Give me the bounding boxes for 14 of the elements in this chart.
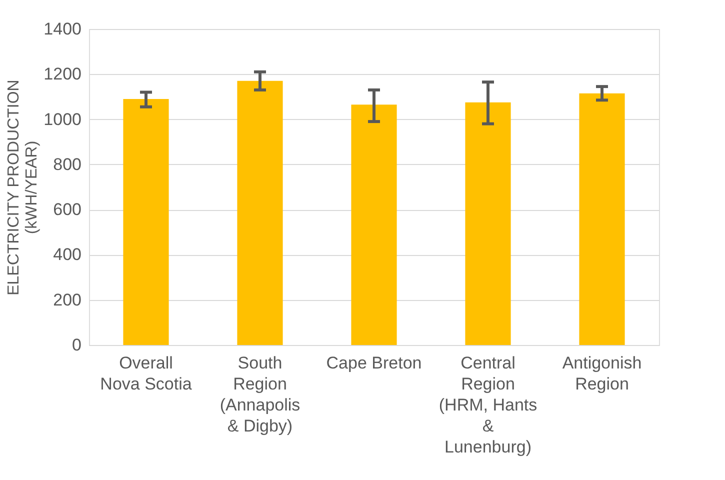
y-tick-label: 1200: [44, 64, 82, 84]
x-tick-label: South Region (Annapolis & Digby): [220, 354, 300, 436]
y-tick-label: 200: [53, 290, 82, 310]
y-tick-label: 1000: [44, 110, 82, 129]
y-tick-label: 600: [53, 200, 82, 220]
x-tick-label: Antigonish Region: [562, 354, 642, 394]
y-tick-label: 800: [53, 154, 82, 174]
x-tick-label: Central Region (HRM, Hants & Lunenburg): [438, 354, 538, 456]
x-tick-label: Overall Nova Scotia: [100, 354, 192, 394]
y-axis-title: ELECTRICITY PRODUCTION (kWH/YEAR): [6, 80, 41, 296]
y-tick-label: 0: [72, 336, 82, 354]
x-tick-label: Cape Breton: [326, 354, 422, 372]
y-tick-label: 1400: [44, 20, 82, 38]
y-tick-label: 400: [53, 245, 82, 264]
